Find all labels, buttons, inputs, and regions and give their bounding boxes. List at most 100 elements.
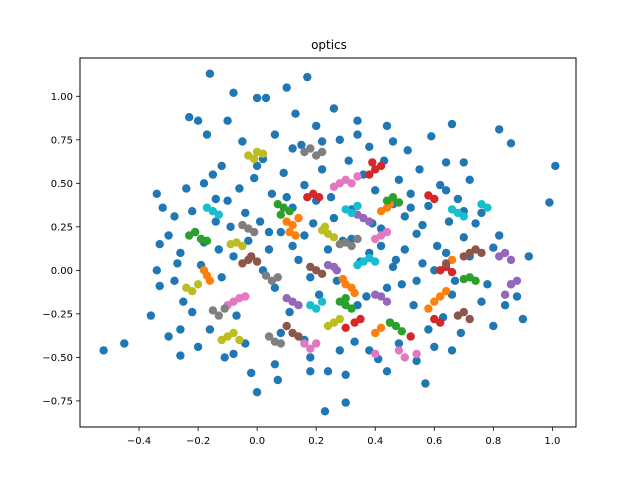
data-points <box>99 69 560 416</box>
noise-point <box>344 156 353 165</box>
noise-point <box>500 301 510 310</box>
noise-point <box>518 314 528 324</box>
noise-point <box>309 219 318 228</box>
cluster-1-point <box>391 321 401 331</box>
cluster-3-point <box>332 266 342 275</box>
noise-point <box>185 113 194 122</box>
noise-point <box>444 217 454 226</box>
cluster-3-point <box>323 260 333 270</box>
cluster-3-point <box>282 294 291 303</box>
noise-point <box>353 116 362 125</box>
noise-point <box>459 233 468 242</box>
noise-point <box>235 184 244 193</box>
noise-point <box>244 236 253 245</box>
noise-point <box>506 139 516 148</box>
noise-point <box>252 161 262 171</box>
noise-point <box>477 297 486 306</box>
noise-point <box>447 119 457 129</box>
y-tick-label: 0.25 <box>51 222 73 233</box>
noise-point <box>211 194 220 204</box>
noise-point <box>314 290 324 299</box>
noise-point <box>294 255 303 265</box>
noise-point <box>164 231 173 240</box>
cluster-0-point <box>371 328 380 338</box>
y-axis: −0.75 −0.50 −0.25 0.00 0.25 0.50 0.75 1.00 <box>42 92 80 407</box>
noise-point <box>471 219 480 228</box>
cluster-5-point <box>300 339 309 348</box>
noise-point <box>326 193 336 202</box>
noise-point <box>152 266 161 275</box>
noise-point <box>158 203 167 212</box>
noise-point <box>164 332 173 341</box>
noise-point <box>441 158 451 167</box>
cluster-6-point <box>220 304 229 313</box>
y-tick-label: 0.00 <box>51 266 73 277</box>
cluster-4-point <box>252 257 262 266</box>
cluster-0-point <box>205 276 215 285</box>
cluster-8-point <box>317 297 327 306</box>
noise-point <box>247 368 256 378</box>
noise-point <box>297 140 306 150</box>
plot-frame <box>79 57 577 428</box>
noise-point <box>120 339 129 348</box>
noise-point <box>306 353 315 362</box>
y-tick-label: 0.75 <box>51 135 73 146</box>
noise-point <box>441 248 451 258</box>
noise-point <box>323 245 333 254</box>
noise-point <box>312 121 321 131</box>
noise-point <box>388 262 398 272</box>
cluster-6-point <box>353 234 362 244</box>
noise-point <box>341 370 350 379</box>
noise-point <box>229 88 238 98</box>
noise-point <box>447 346 457 355</box>
noise-point <box>306 273 315 282</box>
noise-point <box>179 297 188 306</box>
noise-point <box>217 273 226 282</box>
noise-point <box>261 93 271 103</box>
cluster-3-point <box>382 297 392 306</box>
cluster-1-point <box>459 274 468 284</box>
noise-point <box>273 375 282 385</box>
noise-point <box>155 281 164 291</box>
noise-point <box>288 144 297 153</box>
noise-point <box>524 252 533 261</box>
cluster-0-point <box>288 220 297 230</box>
cluster-1-point <box>276 210 285 219</box>
noise-point <box>512 292 522 301</box>
noise-point <box>329 213 339 223</box>
noise-point <box>545 198 554 207</box>
cluster-1-point <box>347 304 356 313</box>
noise-point <box>424 325 433 334</box>
cluster-8-point <box>312 304 321 313</box>
noise-point <box>264 227 274 237</box>
x-tick-label: 0.8 <box>485 436 501 447</box>
cluster-7-point <box>335 314 344 324</box>
noise-point <box>376 241 386 251</box>
noise-point <box>551 161 560 171</box>
cluster-8-point <box>353 260 362 270</box>
cluster-1-point <box>397 327 406 336</box>
cluster-2-point <box>356 314 365 324</box>
cluster-6-point <box>273 273 282 282</box>
cluster-8-point <box>459 212 468 221</box>
noise-point <box>394 175 404 184</box>
noise-point <box>193 116 203 125</box>
noise-point <box>250 173 259 183</box>
noise-point <box>418 259 427 268</box>
noise-point <box>232 311 241 320</box>
cluster-2-point <box>430 194 439 204</box>
noise-point <box>477 208 486 218</box>
noise-point <box>465 175 474 184</box>
noise-point <box>226 222 235 231</box>
cluster-6-point <box>347 241 356 251</box>
cluster-7-point <box>226 240 235 249</box>
noise-point <box>433 241 442 251</box>
chart-title: optics <box>311 38 347 52</box>
cluster-5-point <box>400 353 409 362</box>
cluster-5-point <box>312 339 321 348</box>
noise-point <box>205 69 215 78</box>
x-tick-label: 0.6 <box>426 436 442 447</box>
noise-point <box>489 321 498 331</box>
cluster-0-point <box>436 292 445 301</box>
